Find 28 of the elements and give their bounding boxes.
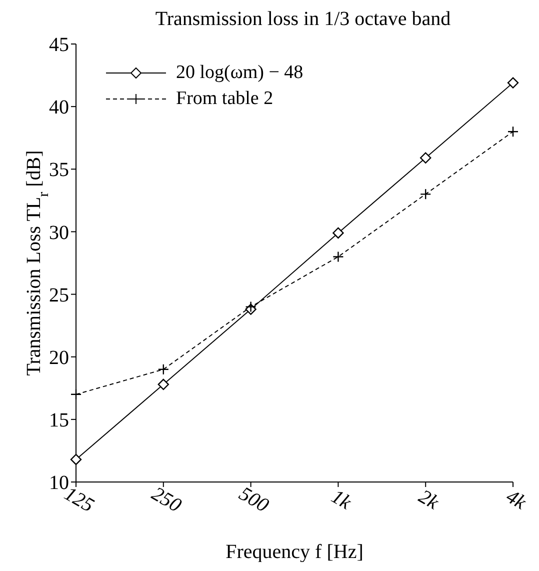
y-tick-label: 40: [49, 96, 69, 119]
point: [245, 301, 256, 312]
y-tick-label: 25: [49, 284, 69, 306]
y-tick-label: 30: [49, 222, 69, 244]
point: [158, 378, 169, 390]
y-tick-label: 20: [49, 346, 69, 369]
x-tick-label: 4k: [502, 486, 531, 515]
y-tick-label: 15: [49, 410, 69, 432]
point: [332, 227, 344, 239]
x-tick-label: 2k: [414, 486, 444, 515]
point: [507, 77, 519, 88]
point: [70, 388, 82, 400]
x-axis-title: Frequency f [Hz]: [226, 541, 364, 563]
legend-label: From table 2: [176, 88, 274, 110]
point: [420, 152, 432, 164]
x-tick-label: 250: [148, 482, 185, 517]
point: [507, 126, 519, 138]
point: [158, 364, 169, 375]
y-tick-label: 45: [49, 34, 69, 56]
legend-label: 20 log(ωm) − 48: [176, 62, 304, 84]
x-tick-label: 500: [235, 482, 272, 517]
point: [332, 251, 344, 262]
y-tick-label: 35: [49, 159, 69, 182]
x-tick-label: 1k: [328, 486, 356, 515]
point: [70, 454, 82, 466]
point: [420, 188, 432, 200]
y-tick-label: 10: [49, 472, 69, 494]
chart-title: Transmission loss in 1/3 octave band: [154, 8, 452, 31]
